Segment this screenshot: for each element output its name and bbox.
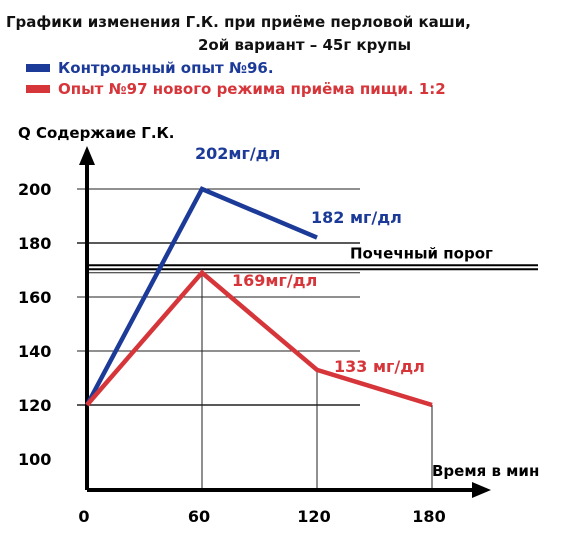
y-axis-label: Q Содержаие Г.К. bbox=[18, 124, 174, 142]
legend-swatch-red bbox=[26, 85, 50, 93]
y-tick-label-140: 140 bbox=[18, 342, 51, 361]
y-tick-label-120: 120 bbox=[18, 396, 51, 415]
y-tick-label-200: 200 bbox=[18, 180, 51, 199]
x-axis-arrow bbox=[472, 482, 491, 498]
y-axis-arrow bbox=[79, 146, 95, 165]
y-tick-label-180: 180 bbox=[18, 234, 51, 253]
legend-item-control: Контрольный опыт №96. bbox=[26, 59, 274, 77]
threshold-label: Почечный порог bbox=[350, 244, 493, 262]
legend-swatch-blue bbox=[26, 64, 50, 72]
x-tick-label-180: 180 bbox=[412, 507, 445, 526]
data-label-2: 169мг/дл bbox=[232, 271, 317, 290]
data-label-0: 202мг/дл bbox=[195, 144, 280, 163]
legend-label-control: Контрольный опыт №96. bbox=[58, 59, 274, 77]
data-label-1: 182 мг/дл bbox=[311, 208, 402, 227]
y-tick-label-100: 100 bbox=[18, 450, 51, 469]
legend-item-experiment: Опыт №97 нового режима приёма пищи. 1:2 bbox=[26, 80, 446, 98]
data-label-3: 133 мг/дл bbox=[334, 357, 425, 376]
chart-title-line2: 2ой вариант – 45г крупы bbox=[198, 36, 412, 54]
legend-label-experiment: Опыт №97 нового режима приёма пищи. 1:2 bbox=[58, 80, 446, 98]
x-axis-label: Время в мин bbox=[432, 462, 539, 480]
y-tick-label-160: 160 bbox=[18, 288, 51, 307]
series-line-control bbox=[85, 186, 318, 407]
x-tick-label-120: 120 bbox=[297, 507, 330, 526]
x-tick-label-60: 60 bbox=[188, 507, 210, 526]
x-tick-label-0: 0 bbox=[78, 507, 89, 526]
chart-title-line1: Графики изменения Г.К. при приёме перлов… bbox=[6, 13, 471, 31]
series-line-experiment bbox=[85, 269, 433, 408]
